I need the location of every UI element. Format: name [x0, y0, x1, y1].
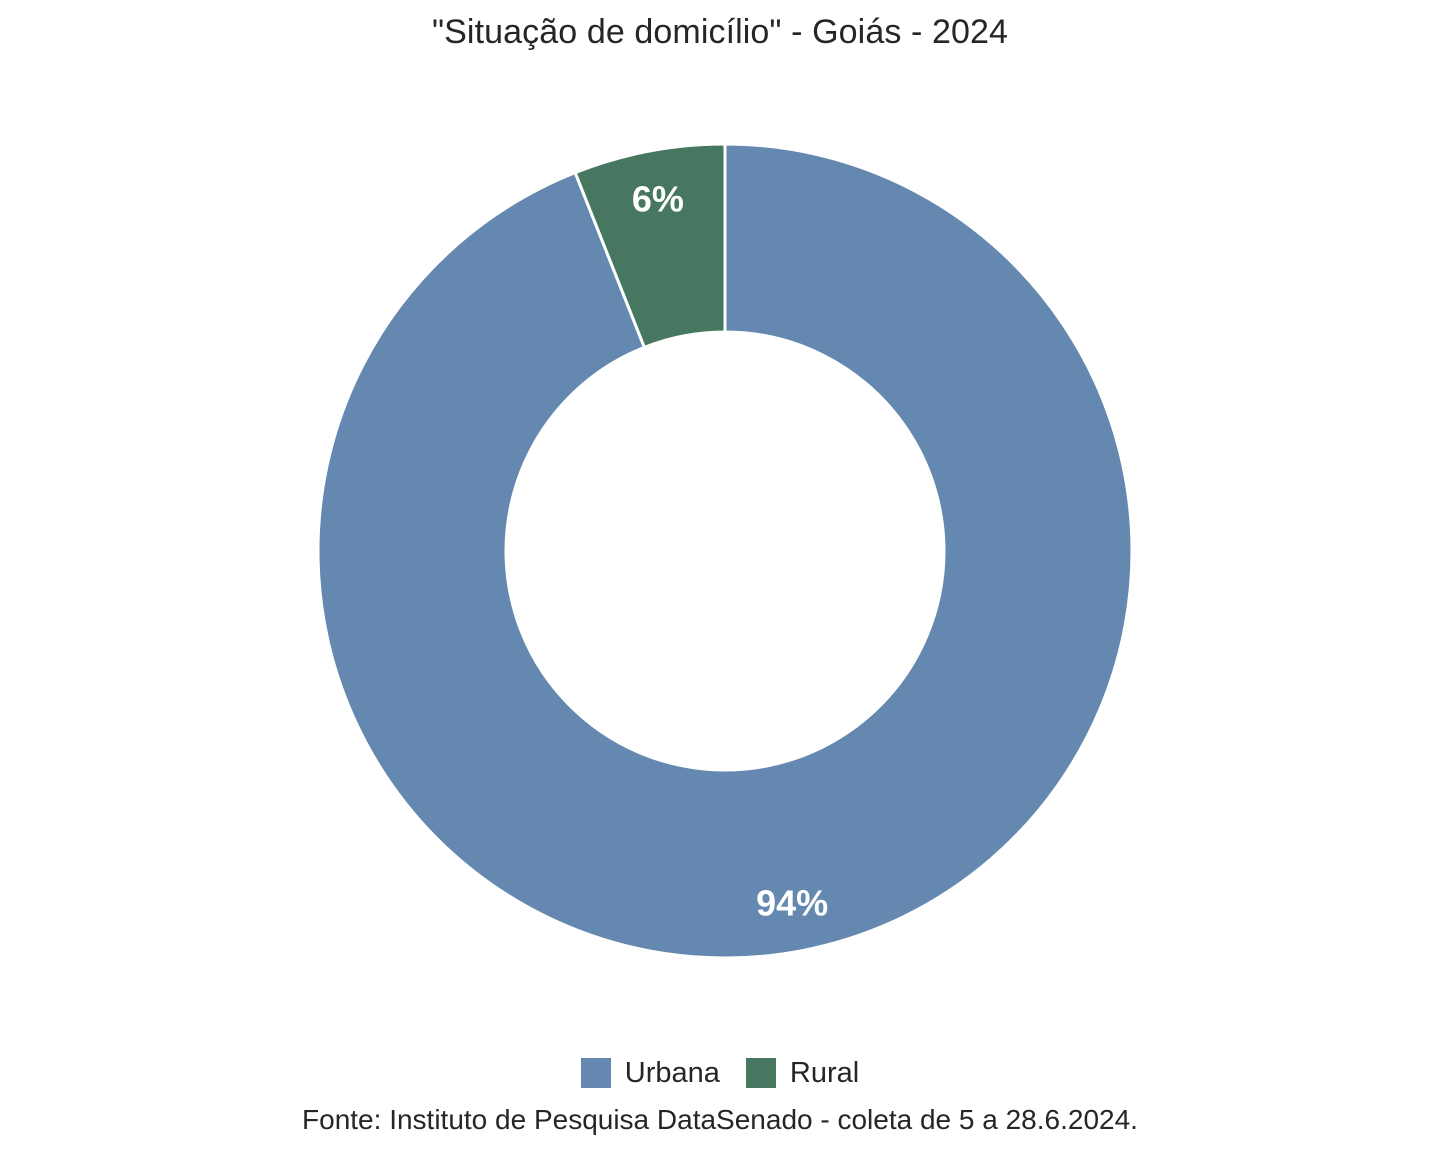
legend-entry-rural[interactable]: Rural [745, 1056, 860, 1089]
legend-swatch-urbana [580, 1058, 611, 1088]
chart-title: "Situação de domicílio" - Goiás - 2024 [431, 13, 1008, 51]
slice-label-rural: 6% [632, 179, 684, 220]
donut-slice-labels: 94% 6% [632, 179, 828, 924]
slice-label-urbana: 94% [756, 882, 828, 923]
legend-label-urbana: Urbana [624, 1056, 720, 1089]
donut-slice-urbana[interactable] [316, 142, 1134, 960]
donut-svg: 94% 6% [316, 142, 1134, 960]
donut-slices [316, 142, 1134, 960]
legend-swatch-rural [745, 1058, 776, 1088]
donut-slice-rural[interactable] [573, 142, 727, 350]
source-note: Fonte: Instituto de Pesquisa DataSenado … [302, 1104, 1138, 1135]
legend-label-rural: Rural [789, 1056, 860, 1089]
legend-entry-urbana[interactable]: Urbana [580, 1056, 720, 1089]
plot-area: 94% 6% [316, 142, 1134, 960]
chart-legend: Urbana Rural [0, 1058, 1440, 1088]
